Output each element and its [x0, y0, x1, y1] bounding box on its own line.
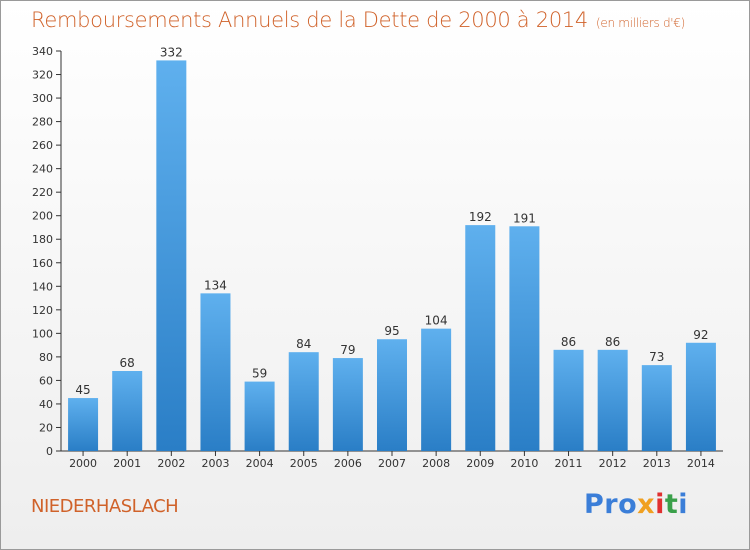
bar — [112, 371, 143, 451]
data-label: 191 — [513, 211, 536, 225]
bar — [288, 352, 319, 451]
data-label: 134 — [204, 278, 227, 292]
data-label: 86 — [605, 335, 620, 349]
data-label: 68 — [120, 356, 135, 370]
chart-title-text: Remboursements Annuels de la Dette de 20… — [31, 8, 588, 32]
logo-part: i — [678, 489, 689, 520]
x-tick-label: 2004 — [246, 457, 274, 470]
data-label: 92 — [693, 328, 708, 342]
chart-unit: (en milliers d'€) — [596, 16, 686, 30]
y-tick-label: 280 — [32, 116, 53, 129]
bar — [421, 328, 452, 451]
y-tick-label: 140 — [32, 280, 53, 293]
bar — [641, 365, 672, 451]
y-tick-label: 160 — [32, 257, 53, 270]
bar — [200, 293, 231, 451]
y-tick-label: 180 — [32, 233, 53, 246]
x-tick-label: 2012 — [599, 457, 627, 470]
y-tick-label: 40 — [39, 398, 53, 411]
x-tick-label: 2014 — [687, 457, 715, 470]
logo-part: x — [637, 489, 656, 520]
x-tick-label: 2005 — [290, 457, 318, 470]
x-tick-label: 2006 — [334, 457, 362, 470]
x-tick-label: 2003 — [201, 457, 229, 470]
bar — [509, 226, 540, 451]
bar — [244, 381, 275, 451]
data-label: 73 — [649, 350, 664, 364]
x-tick-label: 2000 — [69, 457, 97, 470]
y-tick-label: 300 — [32, 92, 53, 105]
y-tick-label: 320 — [32, 69, 53, 82]
data-label: 59 — [252, 367, 267, 381]
bar — [465, 225, 496, 451]
data-label: 86 — [561, 335, 576, 349]
bar — [156, 60, 187, 451]
x-tick-label: 2013 — [643, 457, 671, 470]
bar — [332, 358, 363, 451]
bar — [597, 349, 628, 451]
data-label: 332 — [160, 45, 183, 59]
bar — [553, 349, 584, 451]
x-tick-label: 2001 — [113, 457, 141, 470]
data-label: 79 — [340, 343, 355, 357]
data-label: 95 — [384, 324, 399, 338]
x-tick-label: 2010 — [510, 457, 538, 470]
data-label: 192 — [469, 210, 492, 224]
x-tick-label: 2008 — [422, 457, 450, 470]
chart-title: Remboursements Annuels de la Dette de 20… — [31, 8, 685, 32]
data-label: 45 — [75, 383, 90, 397]
x-tick-label: 2009 — [466, 457, 494, 470]
logo-part: t — [664, 489, 679, 520]
y-tick-label: 80 — [39, 351, 53, 364]
y-tick-label: 340 — [32, 45, 53, 58]
x-tick-label: 2007 — [378, 457, 406, 470]
data-label: 84 — [296, 337, 311, 351]
logo-part: i — [655, 489, 665, 520]
logo-part: Pro — [584, 489, 638, 520]
y-tick-label: 260 — [32, 139, 53, 152]
y-tick-label: 100 — [32, 327, 53, 340]
y-tick-label: 120 — [32, 304, 53, 317]
data-label: 104 — [425, 314, 448, 328]
x-tick-label: 2002 — [157, 457, 185, 470]
x-tick-label: 2011 — [555, 457, 583, 470]
y-tick-label: 60 — [39, 374, 53, 387]
bar — [685, 342, 716, 451]
place-name: NIEDERHASLACH — [31, 496, 179, 517]
y-tick-label: 200 — [32, 210, 53, 223]
bar — [377, 339, 407, 451]
proxiti-logo: Proxiti — [584, 489, 688, 520]
y-tick-label: 220 — [32, 186, 53, 199]
y-tick-label: 0 — [46, 445, 53, 458]
y-tick-label: 20 — [39, 421, 53, 434]
bar — [68, 398, 99, 451]
y-tick-label: 240 — [32, 163, 53, 176]
